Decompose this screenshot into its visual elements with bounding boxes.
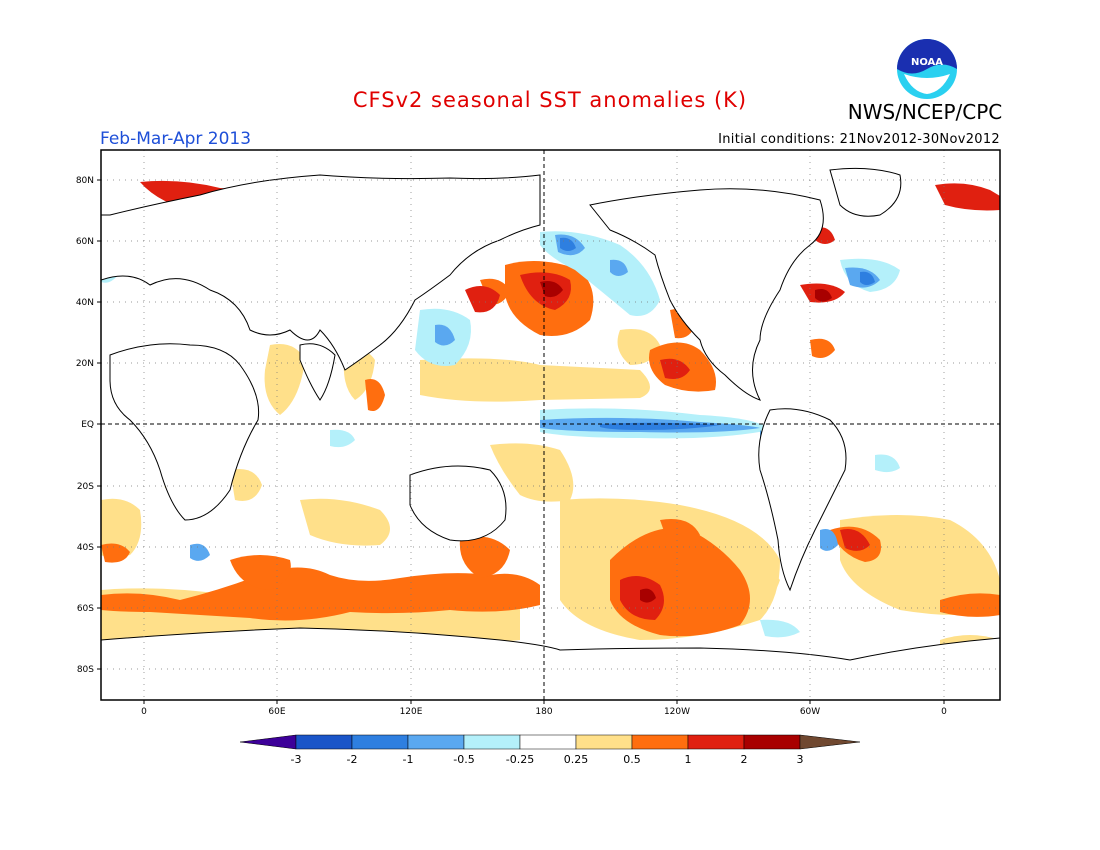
map-frame [100,149,1001,701]
colorbar-bin-4 [463,734,521,750]
africa [109,343,260,521]
colorbar-label: -1 [403,753,414,766]
lat-label-40s: 40S [77,543,94,553]
anomaly-field [101,180,1000,662]
colorbar: -3 -2 -1 -0.5 -0.25 0.25 0.5 1 2 3 [239,734,861,766]
colorbar-label: -0.25 [506,753,534,766]
colorbar-bin-2 [351,734,409,750]
lon-label-180: 180 [535,707,552,717]
lat-label-60n: 60N [76,237,94,247]
lat-label-60s: 60S [77,604,94,614]
lon-label-120e: 120E [400,707,423,717]
colorbar-label: 1 [685,753,692,766]
india [299,343,336,401]
colorbar-bin-7 [631,734,689,750]
axis-ticks [97,179,945,704]
colorbar-label: 0.5 [623,753,641,766]
colorbar-high-arrow [799,734,861,750]
colorbar-bin-5 [519,734,577,750]
agency-label: NWS/NCEP/CPC [847,100,1003,124]
lat-label-20s: 20S [77,482,94,492]
colorbar-label: -2 [347,753,358,766]
north-america [589,188,824,401]
lat-label-20n: 20N [76,359,94,369]
colorbar-bin-3 [407,734,465,750]
map-title: CFSv2 seasonal SST anomalies (K) [352,88,748,112]
initial-conditions-label: Initial conditions: 21Nov2012-30Nov2012 [718,132,1000,147]
lon-label-60e: 60E [268,707,285,717]
season-label: Feb-Mar-Apr 2013 [100,129,252,149]
colorbar-low-arrow [239,734,297,750]
greenland [829,167,902,217]
lat-label-80n: 80N [76,176,94,186]
colorbar-label: 3 [797,753,804,766]
lon-label-0-right: 0 [941,707,947,717]
continent-outlines [101,167,1000,700]
colorbar-label: 2 [741,753,748,766]
south-america [758,408,847,592]
lon-label-60w: 60W [800,707,820,717]
colorbar-bin-1 [295,734,353,750]
logo-text: NOAA [911,57,943,68]
lat-label-80s: 80S [77,665,94,675]
eurasia [101,174,541,371]
australia [409,465,507,542]
lat-label-eq: EQ [81,420,94,430]
colorbar-bin-8 [687,734,745,750]
colorbar-label: 0.25 [564,753,589,766]
antarctica [101,627,1000,700]
lat-label-40n: 40N [76,298,94,308]
colorbar-bin-6 [575,734,633,750]
colorbar-label: -3 [291,753,302,766]
colorbar-bin-9 [743,734,801,750]
lon-label-120w: 120W [664,707,690,717]
lon-label-0-left: 0 [141,707,147,717]
colorbar-label: -0.5 [453,753,474,766]
noaa-logo: NOAA [897,39,957,99]
